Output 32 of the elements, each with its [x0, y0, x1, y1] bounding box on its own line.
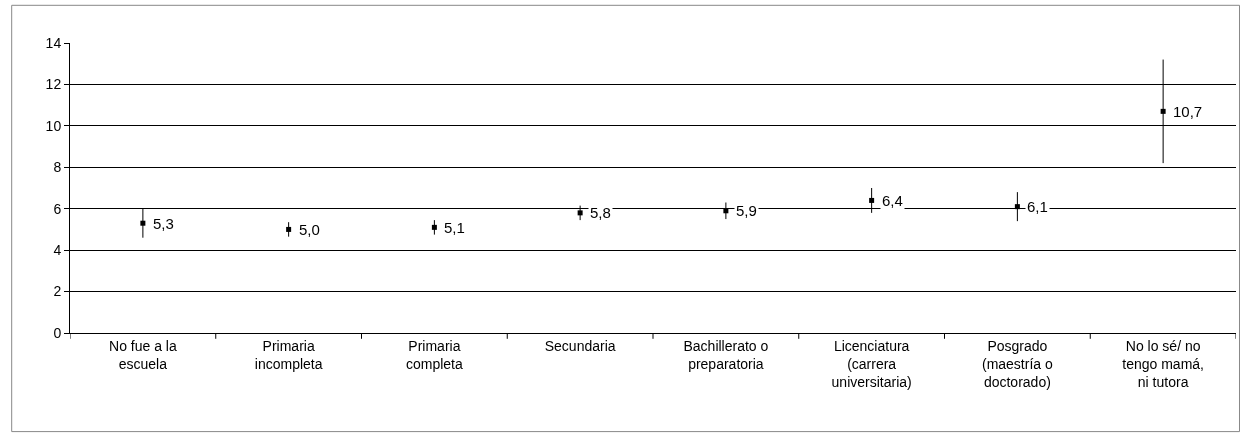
point — [286, 226, 292, 232]
point — [1014, 204, 1020, 210]
y-tick-label: 10 — [45, 117, 62, 134]
data-label: 5,8 — [590, 204, 611, 221]
y-tick-label: 14 — [45, 34, 62, 51]
x-tick-label: No lo sé/ no tengo mamá, ni tutora — [1122, 337, 1204, 391]
data-label: 10,7 — [1173, 103, 1203, 120]
x-tick-label: Primaria incompleta — [254, 337, 323, 372]
data-label: 5,9 — [736, 202, 757, 219]
y-tick-label: 6 — [53, 200, 62, 217]
data-label: 5,0 — [299, 221, 320, 238]
y-tick-label: 4 — [53, 242, 62, 259]
x-tick-label: Licenciatura (carrera universitaria) — [831, 337, 912, 391]
x-tick-label: Primaria completa — [405, 337, 463, 372]
y-tick-label: 2 — [53, 283, 62, 300]
data-label: 6,1 — [1027, 198, 1048, 215]
data-label: 5,1 — [444, 219, 465, 236]
point — [1160, 108, 1166, 114]
x-tick-label: Posgrado (maestría o doctorado) — [981, 337, 1053, 391]
y-tick-label: 0 — [53, 324, 62, 341]
point — [577, 210, 583, 216]
x-tick-label: Secundaria — [544, 337, 616, 354]
data-label: 5,3 — [153, 215, 174, 232]
point — [431, 224, 437, 230]
point — [869, 197, 875, 203]
y-tick-label: 8 — [53, 159, 62, 176]
data-label: 6,4 — [882, 192, 903, 209]
x-tick-label: No fue a la escuela — [109, 337, 177, 372]
x-tick-label: Bachillerato o preparatoria — [683, 337, 769, 372]
point — [140, 220, 146, 226]
y-tick-label: 12 — [45, 76, 62, 93]
point — [723, 208, 729, 214]
